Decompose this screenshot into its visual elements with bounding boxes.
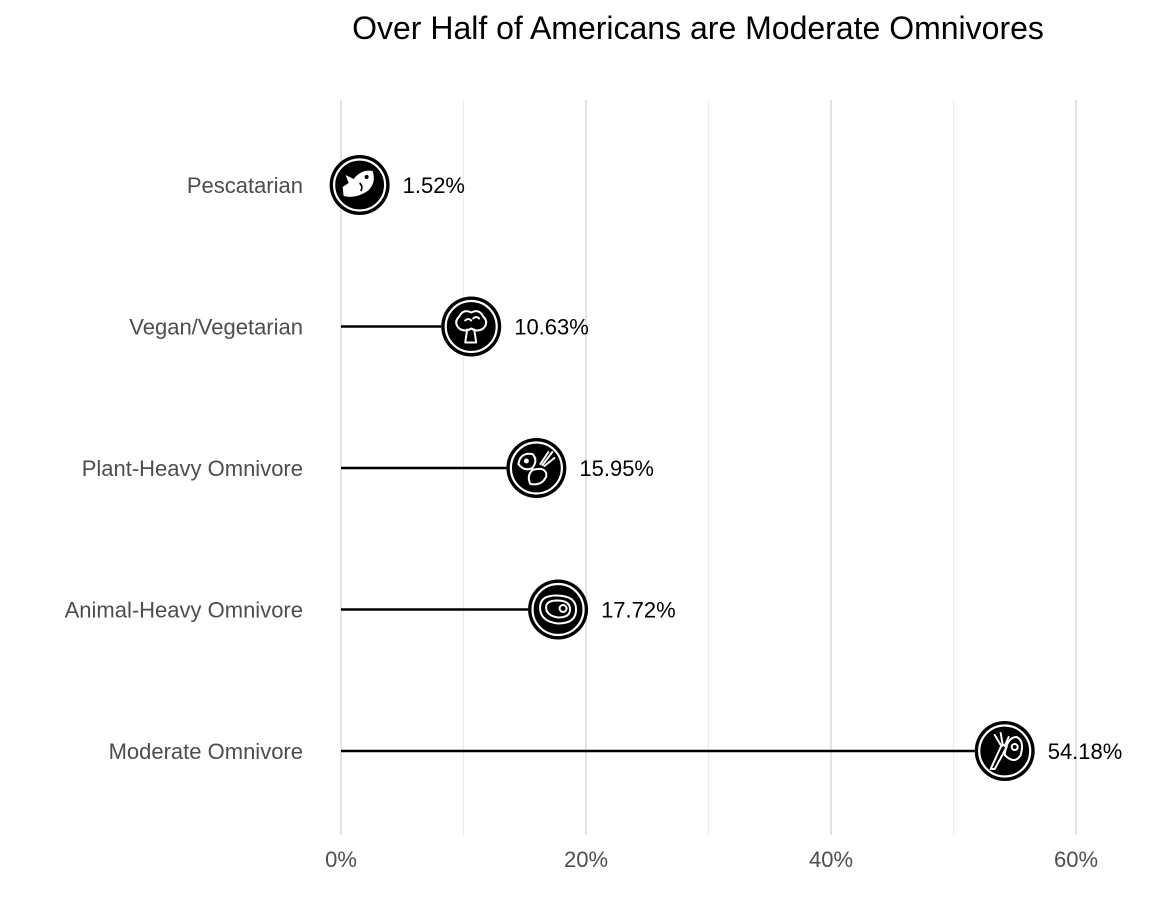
value-label: 54.18% xyxy=(1048,739,1123,764)
value-label: 10.63% xyxy=(514,315,589,340)
category-label: Moderate Omnivore xyxy=(109,739,303,764)
x-axis-tick-labels: 0% 20% 40% 60% xyxy=(325,847,1098,872)
lollipop-markers xyxy=(329,155,1035,781)
category-label: Plant-Heavy Omnivore xyxy=(82,456,303,481)
x-tick-label: 60% xyxy=(1054,847,1098,872)
category-label: Vegan/Vegetarian xyxy=(129,315,303,340)
value-labels: 1.52% 10.63% 15.95% 17.72% 54.18% xyxy=(403,173,1123,764)
category-label: Animal-Heavy Omnivore xyxy=(65,598,303,623)
value-label: 17.72% xyxy=(601,598,676,623)
x-tick-label: 40% xyxy=(809,847,853,872)
grid-lines xyxy=(340,100,1077,835)
steak-icon xyxy=(528,579,589,640)
value-label: 1.52% xyxy=(403,173,465,198)
chart-title: Over Half of Americans are Moderate Omni… xyxy=(352,10,1044,46)
category-label: Pescatarian xyxy=(187,173,303,198)
x-tick-label: 20% xyxy=(564,847,608,872)
category-labels: Pescatarian Vegan/Vegetarian Plant-Heavy O… xyxy=(65,173,303,764)
x-tick-label: 0% xyxy=(325,847,357,872)
meat-and-vegetable-icon xyxy=(506,438,567,498)
fish-icon xyxy=(329,155,390,215)
lollipop-stems xyxy=(341,325,975,753)
meat-and-carrot-icon xyxy=(974,721,1035,781)
value-label: 15.95% xyxy=(579,456,654,481)
broccoli-icon xyxy=(441,296,502,357)
